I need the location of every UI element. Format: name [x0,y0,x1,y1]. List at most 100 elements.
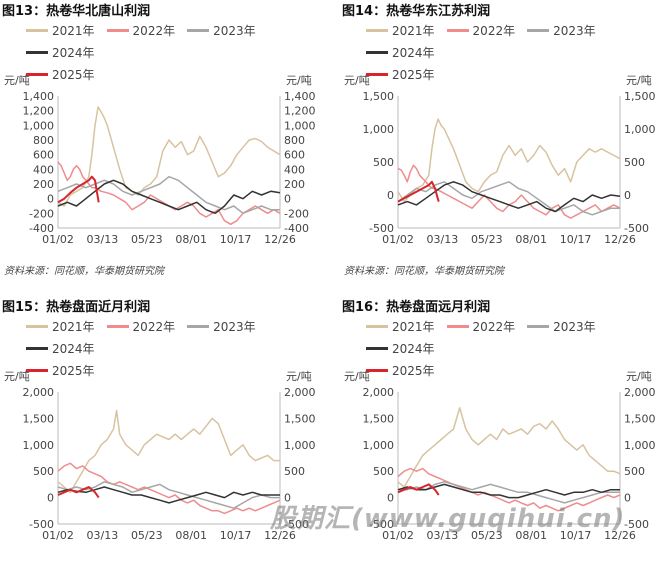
legend-label: 2023年 [553,319,596,334]
y-tick-label-left: 0 [387,492,394,505]
legend-swatch [366,368,388,372]
legend-item-2023: 2023年 [527,19,596,41]
y-tick-label-left: 1,000 [23,439,55,452]
chart-title: 图14：热卷华东江苏利润 [342,4,491,19]
y-tick-label-left: 200 [33,178,54,191]
y-tick-label-right: -500 [624,222,649,235]
legend-swatch [26,28,48,32]
y-tick-label-right: 1,400 [284,90,316,103]
legend-item-2022: 2022年 [446,315,516,337]
series-line-2024 [57,179,281,215]
y-tick-label-right: 1,000 [624,123,656,136]
chart-legend: 2021年 2022年 2023年 2024年 2025年 [26,315,326,381]
series-line-2022 [57,161,281,226]
series-line-2021 [57,106,281,207]
y-tick-label-right: 500 [624,156,645,169]
y-tick-label-right: 800 [284,134,305,147]
y-tick-label-right: 1,500 [284,412,316,425]
x-tick-label: 03/13 [427,529,459,542]
legend-item-2025: 2025年 [26,359,126,381]
y-tick-label-right: 0 [624,492,631,505]
y-axis-unit-left: 元/吨 [344,370,370,383]
x-tick-label: 12/26 [264,233,296,246]
x-tick-label: 01/02 [382,233,414,246]
y-tick-label-left: 500 [373,156,394,169]
series-line-2024 [397,483,620,499]
series-line-2022 [57,462,281,515]
y-tick-label-left: 0 [47,492,54,505]
legend-label: 2024年 [392,341,435,356]
series-line-2021 [57,409,280,494]
legend-item-2024: 2024年 [366,41,435,63]
legend-label: 2023年 [213,23,256,38]
y-tick-label-left: -500 [369,518,394,531]
x-tick-label: 05/23 [131,233,163,246]
legend-label: 2022年 [472,319,516,334]
x-tick-label: 10/17 [220,529,252,542]
legend-label: 2025年 [52,67,95,82]
chart-title: 图13：热卷华北唐山利润 [2,4,151,19]
legend-label: 2025年 [52,363,95,378]
series-line-2025 [397,180,440,203]
legend-label: 2025年 [392,67,435,82]
legend-item-2021: 2021年 [26,315,95,337]
legend-label: 2025年 [392,363,435,378]
x-tick-label: 10/17 [560,529,592,542]
legend-swatch [26,50,48,54]
x-tick-label: 01/02 [42,233,74,246]
series-line-2021 [397,407,621,488]
chart-panel-14: 图14：热卷华东江苏利润 2021年 2022年 2023年 2024年 2025年 … [340,0,660,277]
legend-swatch [26,324,48,328]
y-tick-label-right: 500 [624,465,645,478]
legend-item-2024: 2024年 [26,337,95,359]
y-tick-label-right: 1,500 [624,90,656,103]
legend-swatch [446,324,469,328]
y-tick-label-left: 1,200 [23,105,55,118]
legend-label: 2024年 [392,45,435,60]
plot-area: 2,000 2,000 1,500 1,500 1,000 1,000 500 500 0 0 -5… [363,386,656,542]
legend-item-2022: 2022年 [106,19,175,41]
x-tick-label: 01/02 [42,529,74,542]
legend-swatch [366,346,388,350]
y-tick-label-right: 1,000 [284,119,316,132]
y-axis-unit-right: 元/吨 [626,74,652,87]
x-tick-label: 08/01 [515,233,547,246]
chart-title: 图15：热卷盘面近月利润 [2,300,151,315]
y-tick-label-left: 500 [373,465,394,478]
legend-item-2023: 2023年 [527,315,596,337]
series-line-2025 [57,175,100,204]
y-tick-label-left: 600 [33,149,54,162]
x-tick-label: 05/23 [471,233,503,246]
legend-item-2022: 2022年 [106,315,176,337]
x-tick-label: 03/13 [87,233,119,246]
x-tick-label: 12/26 [264,529,296,542]
y-tick-label-left: 800 [33,134,54,147]
legend-item-2024: 2024年 [26,41,95,63]
chart-panel-16: 图16：热卷盘面远月利润 2021年 2022年 2023年 2024年 2025年 … [340,296,660,566]
y-tick-label-left: 2,000 [23,386,55,399]
y-tick-label-left: 1,000 [363,123,395,136]
legend-label: 2024年 [52,341,95,356]
legend-label: 2024年 [52,45,95,60]
legend-label: 2021年 [392,319,435,334]
y-tick-label-right: 0 [624,189,631,202]
legend-label: 2022年 [472,23,516,38]
y-tick-label-right: 400 [284,163,305,176]
legend-label: 2022年 [132,319,176,334]
y-tick-label-right: -500 [284,518,309,531]
legend-swatch [366,324,388,328]
legend-swatch [106,28,129,32]
legend-swatch [527,28,550,32]
y-tick-label-right: 2,000 [624,386,656,399]
y-tick-label-right: 200 [284,178,305,191]
legend-label: 2021年 [392,23,435,38]
y-tick-label-right: 1,000 [284,439,316,452]
legend-item-2021: 2021年 [366,19,435,41]
y-tick-label-right: 1,200 [284,105,316,118]
y-tick-label-left: -400 [29,222,54,235]
legend-label: 2023年 [213,319,256,334]
legend-swatch [26,72,48,76]
series-line-2024 [397,181,621,213]
y-tick-label-right: -500 [624,518,649,531]
